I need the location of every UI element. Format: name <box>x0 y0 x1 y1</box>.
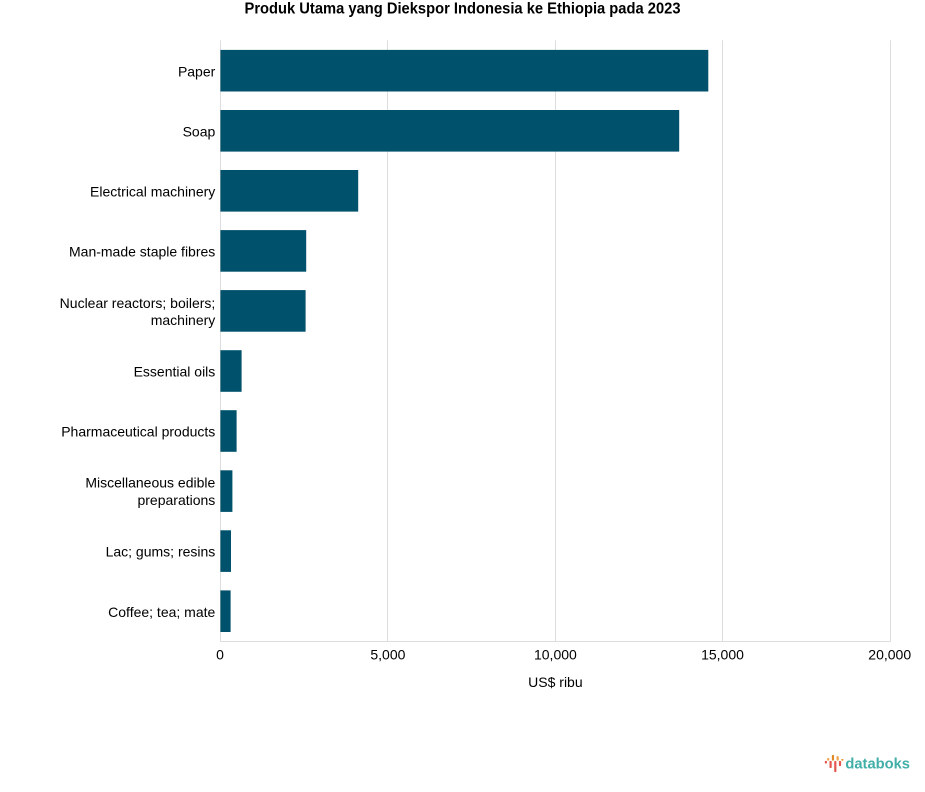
svg-text:Paper: Paper <box>178 63 216 79</box>
svg-text:10,000: 10,000 <box>534 646 577 662</box>
svg-text:US$ ribu: US$ ribu <box>528 674 582 690</box>
svg-text:Man-made staple fibres: Man-made staple fibres <box>69 244 215 260</box>
svg-text:databoks: databoks <box>845 756 910 773</box>
svg-text:machinery: machinery <box>151 312 216 328</box>
svg-text:Essential oils: Essential oils <box>134 364 216 380</box>
svg-text:Nuclear reactors; boilers;: Nuclear reactors; boilers; <box>60 295 216 311</box>
svg-text:Produk Utama yang Diekspor Ind: Produk Utama yang Diekspor Indonesia ke … <box>245 1 681 18</box>
svg-text:preparations: preparations <box>137 492 215 508</box>
svg-text:Pharmaceutical products: Pharmaceutical products <box>61 424 215 440</box>
svg-text:Coffee; tea; mate: Coffee; tea; mate <box>108 604 215 620</box>
svg-text:15,000: 15,000 <box>701 646 744 662</box>
svg-text:20,000: 20,000 <box>868 646 911 662</box>
svg-text:Soap: Soap <box>183 123 216 139</box>
svg-text:Miscellaneous edible: Miscellaneous edible <box>85 474 215 490</box>
svg-text:0: 0 <box>216 646 224 662</box>
svg-text:Lac; gums; resins: Lac; gums; resins <box>106 544 216 560</box>
svg-text:Electrical machinery: Electrical machinery <box>90 183 215 199</box>
svg-text:5,000: 5,000 <box>370 646 405 662</box>
